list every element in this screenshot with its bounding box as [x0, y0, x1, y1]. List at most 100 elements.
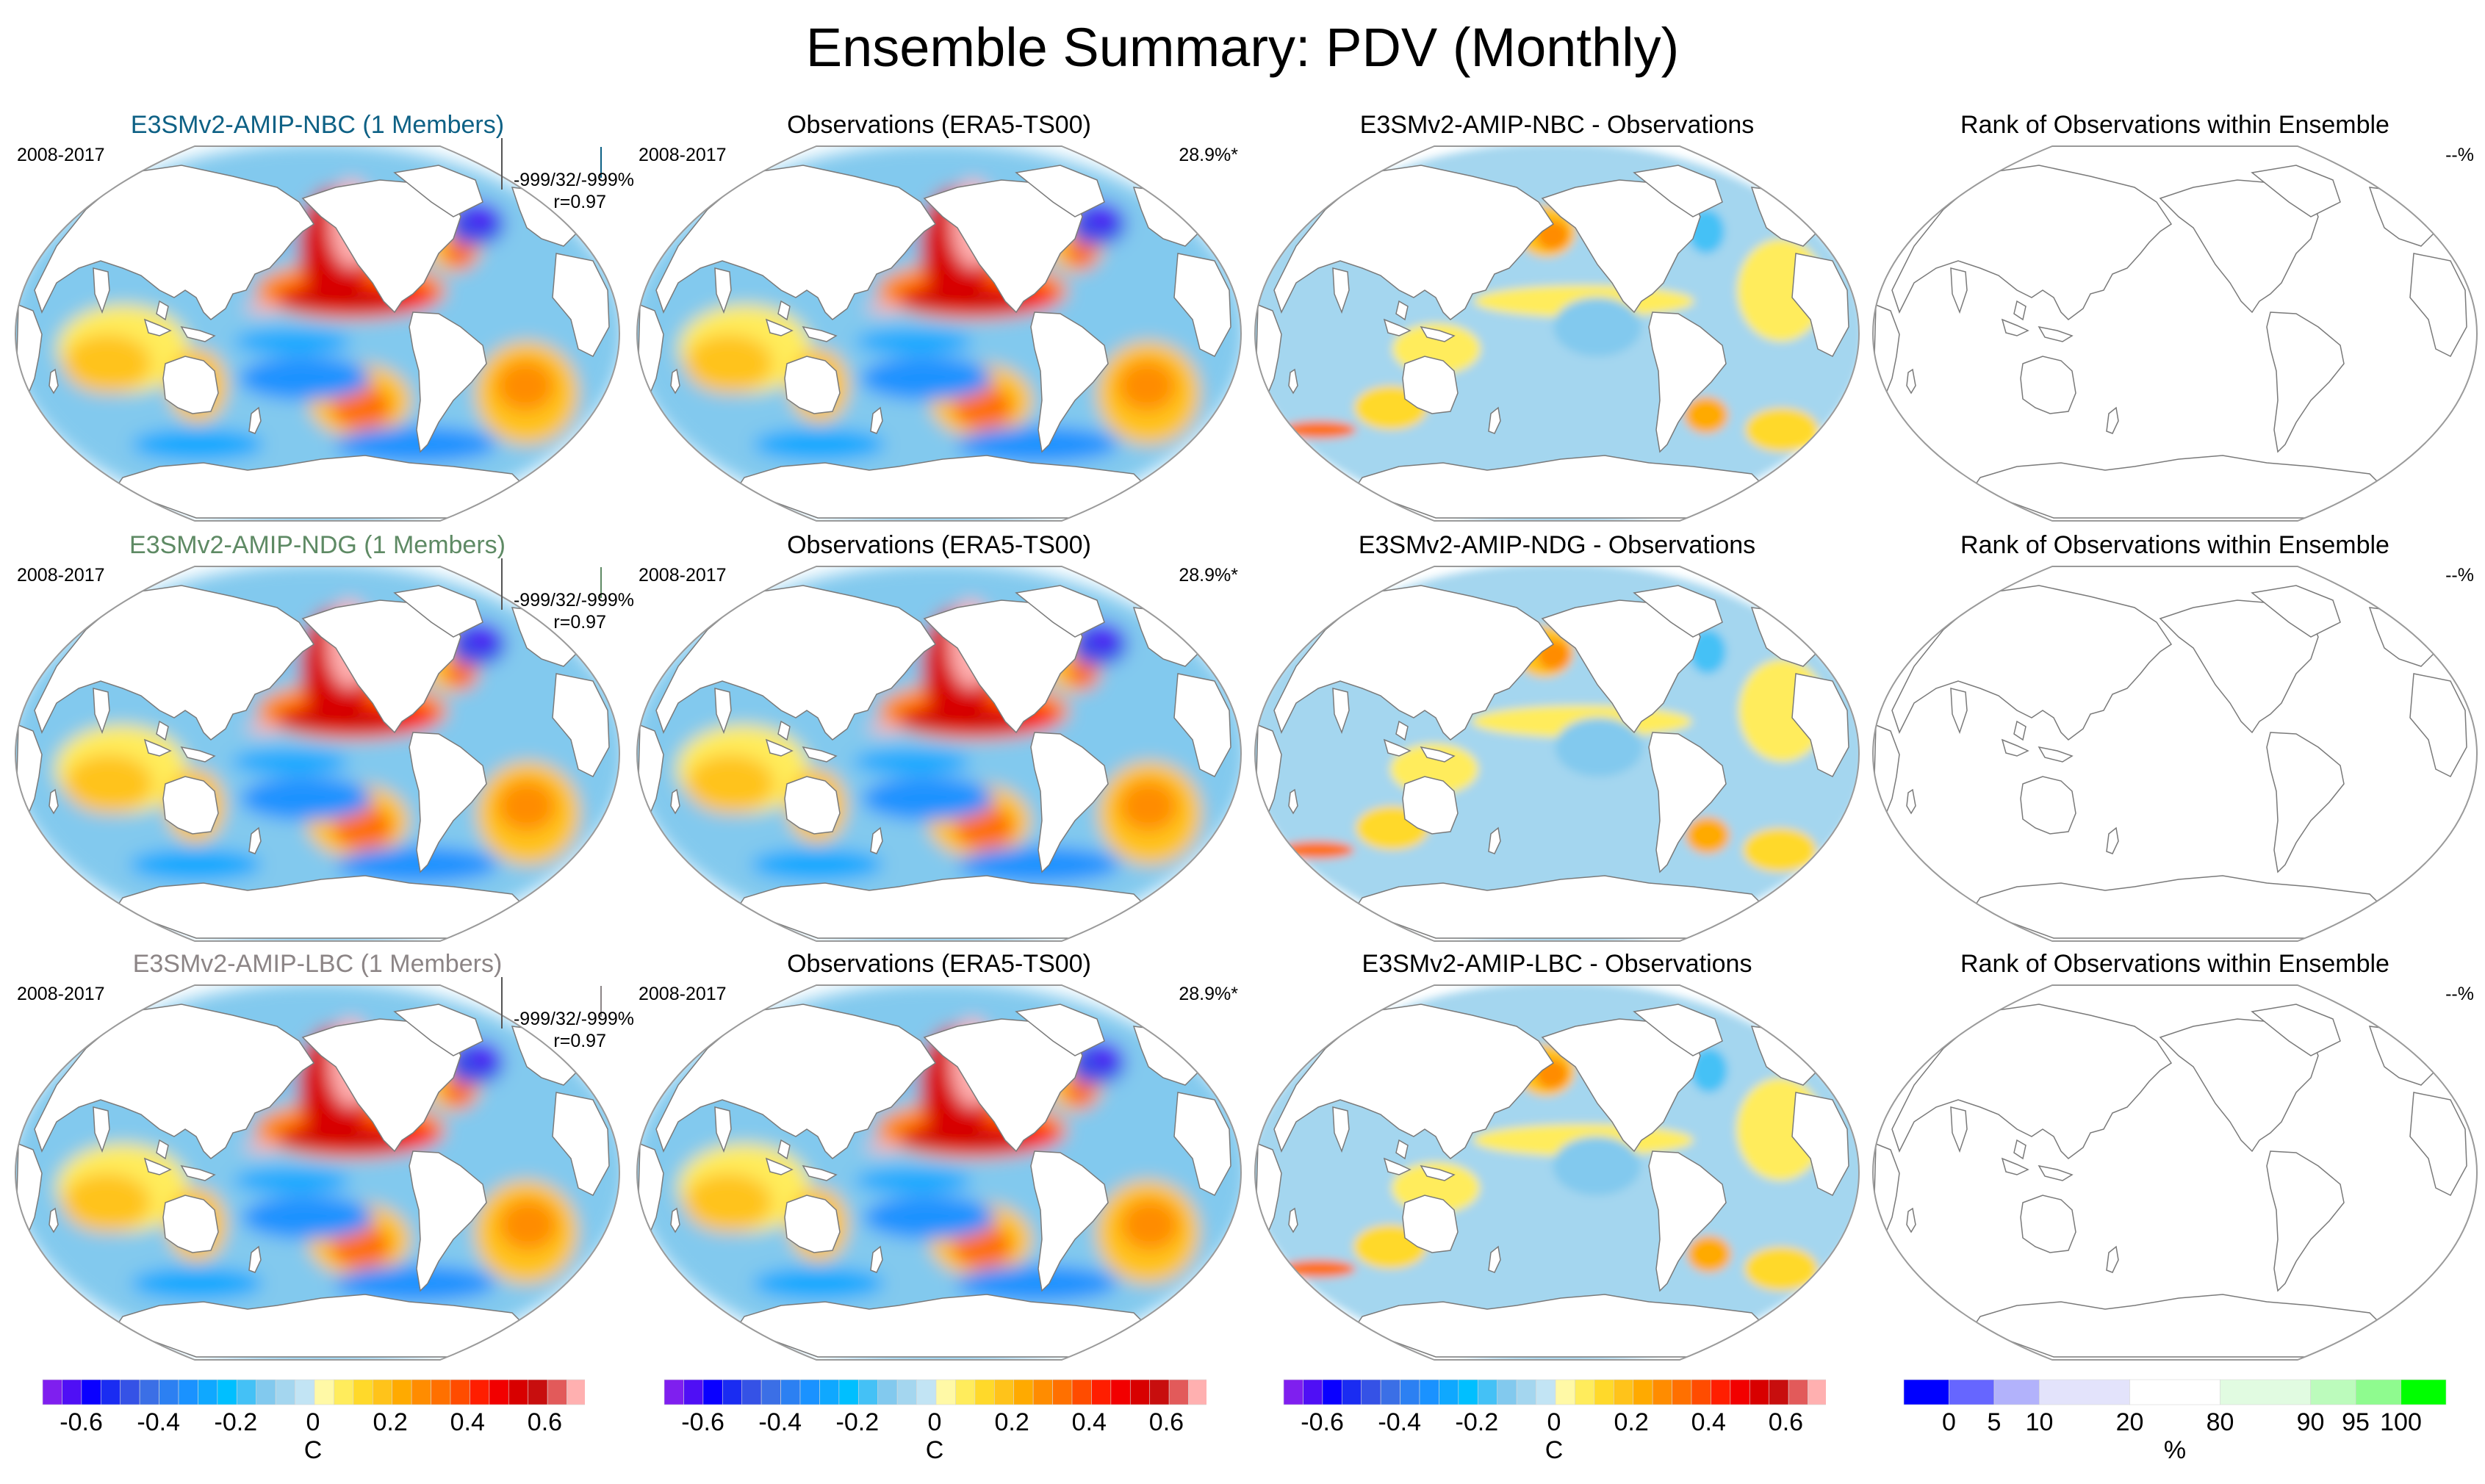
colorbar-box: [1903, 1379, 1949, 1405]
colorbar-tick-label: 90: [2296, 1408, 2325, 1436]
colorbar-tick-label: 0: [927, 1408, 942, 1436]
diff-anomaly-region: [1687, 1236, 1731, 1272]
model-anomaly-region: [468, 624, 497, 650]
period-label: 2008-2017: [17, 984, 105, 1004]
model-anomaly-region: [62, 1173, 151, 1232]
model-title: E3SMv2-AMIP-LBC (1 Members): [132, 950, 503, 978]
stats-block: -999/32/-999% r=0.97: [514, 169, 634, 213]
diff-panel: E3SMv2-AMIP-NBC - Observations: [1252, 110, 1862, 522]
obs-title: Observations (ERA5-TS00): [787, 531, 1091, 559]
colorbar-unit-label: C: [1544, 1436, 1564, 1464]
colorbar-tick-label: 0.2: [373, 1408, 408, 1436]
model-anomaly-region: [132, 428, 264, 461]
colorbar-tick-label: -0.2: [1455, 1408, 1499, 1436]
rank-panel: Rank of Observations within Ensemble --%: [1870, 110, 2480, 522]
colorbar-box: [1013, 1379, 1034, 1405]
colorbar-tick-label: 0: [306, 1408, 320, 1436]
colorbar-box: [450, 1379, 470, 1405]
colorbar-box: [1516, 1379, 1536, 1405]
colorbar-box: [431, 1379, 451, 1405]
colorbar-tick-label: 80: [2206, 1408, 2234, 1436]
rank-map: [1871, 984, 2478, 1361]
model-anomaly-region: [231, 749, 349, 775]
model-panel: E3SMv2-AMIP-NDG (1 Members) 2008-2017 -999…: [12, 530, 634, 942]
model-anomaly-region: [233, 1167, 350, 1194]
colorbar-tick-label: 0: [1942, 1408, 1956, 1436]
rank-value-label: --%: [2445, 984, 2474, 1004]
colorbar-box: [1149, 1379, 1170, 1405]
colorbar-box: [1993, 1379, 2040, 1405]
colorbar-box: [1129, 1379, 1151, 1405]
obs-anomaly-region: [751, 849, 883, 881]
model-anomaly-region: [242, 1195, 374, 1239]
continents-outline: [1874, 165, 2467, 519]
colorbar-box: [411, 1379, 431, 1405]
obs-anomaly-region: [753, 428, 885, 461]
model-anomaly-region: [334, 1265, 496, 1302]
model-anomaly-region: [240, 777, 373, 821]
colorbar-box: [877, 1379, 898, 1405]
obs-anomaly-region: [863, 1195, 996, 1239]
rank-title: Rank of Observations within Ensemble: [1960, 531, 2389, 559]
colorbar-box: [1575, 1379, 1595, 1405]
colorbar-tick-label: 5: [1987, 1408, 2002, 1436]
colorbar-box: [1322, 1379, 1342, 1405]
colorbar-box: [1633, 1379, 1653, 1405]
colorbar-tick-label: 0.4: [450, 1408, 485, 1436]
map-frame: [1871, 984, 2478, 1361]
diff-map: [1254, 145, 1860, 522]
stats-amplitude: -999/32/-999%: [513, 170, 634, 190]
obs-anomaly-region: [684, 1173, 772, 1232]
colorbar-tick-label: 100: [2380, 1408, 2422, 1436]
colorbar-unit-label: C: [925, 1436, 944, 1464]
stats-leader-line: [501, 977, 503, 1029]
diff-anomaly-region: [1686, 817, 1730, 854]
colorbar-tick-label: 10: [2025, 1408, 2054, 1436]
continents-outline: [1874, 1004, 2467, 1358]
period-label: 2008-2017: [17, 145, 105, 165]
map-frame: [14, 145, 621, 522]
colorbar-box: [1652, 1379, 1672, 1405]
obs-anomaly-region: [1091, 1042, 1121, 1069]
period-label: 2008-2017: [17, 565, 105, 586]
stats-correlation: r=0.97: [553, 192, 606, 212]
map-frame: [636, 566, 1242, 942]
colorbar-box: [2310, 1379, 2356, 1405]
model-anomaly-region: [332, 386, 391, 430]
colorbar-box: [100, 1379, 121, 1405]
period-label: 2008-2017: [639, 984, 727, 1004]
obs-anomaly-region: [855, 1167, 972, 1194]
diff-anomaly-region: [1743, 828, 1816, 872]
colorbar-box: [256, 1379, 276, 1405]
obs-map: [636, 145, 1242, 522]
colorbar-box: [1788, 1379, 1808, 1405]
model-panel: E3SMv2-AMIP-NBC (1 Members) 2008-2017 -999…: [12, 110, 634, 522]
colorbar-box: [663, 1379, 684, 1405]
colorbar-tick-label: 95: [2342, 1408, 2370, 1436]
model-title: E3SMv2-AMIP-NDG (1 Members): [129, 531, 506, 559]
colorbar-tick-label: 0.6: [527, 1408, 563, 1436]
difference-title: E3SMv2-AMIP-NDG - Observations: [1358, 531, 1756, 559]
map-frame: [636, 984, 1242, 1361]
colorbar-box: [896, 1379, 917, 1405]
colorbar-box: [547, 1379, 567, 1405]
colorbar-box: [1361, 1379, 1381, 1405]
map-frame: [1254, 566, 1860, 942]
colorbar-tick-label: -0.6: [681, 1408, 724, 1436]
colorbar-box: [1808, 1379, 1826, 1405]
colorbar-box: [1341, 1379, 1362, 1405]
map-frame: [1871, 145, 2478, 522]
colorbar-box: [993, 1379, 1015, 1405]
colorbar-box: [1400, 1379, 1420, 1405]
rank-panel: Rank of Observations within Ensemble --%: [1870, 949, 2480, 1361]
colorbar-box: [1949, 1379, 1995, 1405]
map-frame: [1254, 145, 1860, 522]
model-map: [14, 145, 621, 522]
map-frame: [14, 566, 621, 942]
diff-anomaly-region: [1282, 1260, 1356, 1278]
diff-anomaly-region: [1283, 421, 1356, 439]
colorbar-box: [1071, 1379, 1092, 1405]
colorbar-box: [1672, 1379, 1692, 1405]
rank-panel: Rank of Observations within Ensemble --%: [1870, 530, 2480, 942]
colorbar-box: [1283, 1379, 1303, 1405]
